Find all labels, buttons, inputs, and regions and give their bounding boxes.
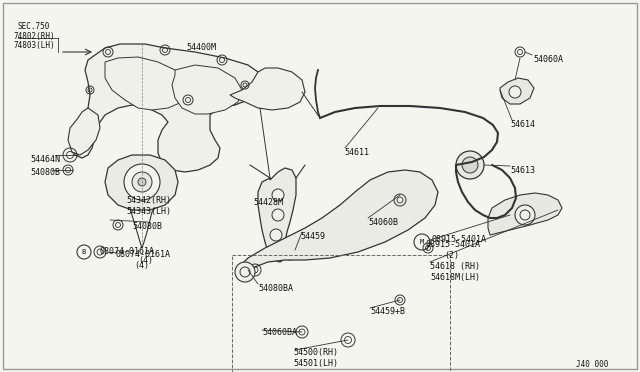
Text: (4): (4) — [138, 257, 153, 266]
Text: SEC.750: SEC.750 — [18, 22, 51, 31]
Text: B: B — [82, 249, 86, 255]
Polygon shape — [105, 57, 190, 110]
Text: J40 000: J40 000 — [576, 360, 609, 369]
Polygon shape — [500, 78, 534, 104]
Text: 74803(LH): 74803(LH) — [14, 41, 56, 50]
Text: M: M — [420, 239, 424, 245]
Polygon shape — [258, 168, 296, 262]
Circle shape — [270, 229, 282, 241]
Polygon shape — [172, 65, 242, 114]
Text: 54060B: 54060B — [368, 218, 398, 227]
Text: 54080B: 54080B — [30, 168, 60, 177]
Text: 08915-5401A: 08915-5401A — [426, 240, 481, 249]
Circle shape — [509, 86, 521, 98]
Text: 54618M(LH): 54618M(LH) — [430, 273, 480, 282]
Circle shape — [132, 172, 152, 192]
Text: 54501(LH): 54501(LH) — [293, 359, 338, 368]
Text: 74802(RH): 74802(RH) — [14, 32, 56, 41]
Text: 54343(LH): 54343(LH) — [126, 207, 171, 216]
Text: 54464N: 54464N — [30, 155, 60, 164]
Circle shape — [124, 164, 160, 200]
Text: 54500(RH): 54500(RH) — [293, 348, 338, 357]
Text: 54611: 54611 — [344, 148, 369, 157]
Polygon shape — [230, 68, 305, 110]
Text: 54342(RH): 54342(RH) — [126, 196, 171, 205]
Text: 54400M: 54400M — [186, 43, 216, 52]
Text: 54060BA: 54060BA — [262, 328, 297, 337]
Text: 54459+B: 54459+B — [370, 307, 405, 316]
Text: (2): (2) — [444, 251, 459, 260]
Text: 54060A: 54060A — [533, 55, 563, 64]
Text: 54428M: 54428M — [253, 198, 283, 207]
Text: 08915-5401A: 08915-5401A — [432, 235, 487, 244]
Circle shape — [462, 157, 478, 173]
Polygon shape — [68, 108, 100, 155]
Text: 54080B: 54080B — [132, 222, 162, 231]
Text: 08074-0161A: 08074-0161A — [100, 247, 155, 257]
Text: 54613: 54613 — [510, 166, 535, 175]
Polygon shape — [238, 170, 438, 278]
Text: 54459: 54459 — [300, 232, 325, 241]
Circle shape — [235, 262, 255, 282]
Text: 08074-0161A: 08074-0161A — [116, 250, 171, 259]
Polygon shape — [72, 44, 262, 172]
Polygon shape — [488, 193, 562, 235]
Circle shape — [515, 205, 535, 225]
Text: 54614: 54614 — [510, 120, 535, 129]
Circle shape — [272, 209, 284, 221]
Text: (4): (4) — [134, 261, 149, 270]
Circle shape — [272, 189, 284, 201]
Text: 54080BA: 54080BA — [258, 284, 293, 293]
Circle shape — [270, 247, 280, 257]
Text: 54618 (RH): 54618 (RH) — [430, 262, 480, 271]
Circle shape — [456, 151, 484, 179]
Circle shape — [138, 178, 146, 186]
Polygon shape — [105, 155, 178, 210]
